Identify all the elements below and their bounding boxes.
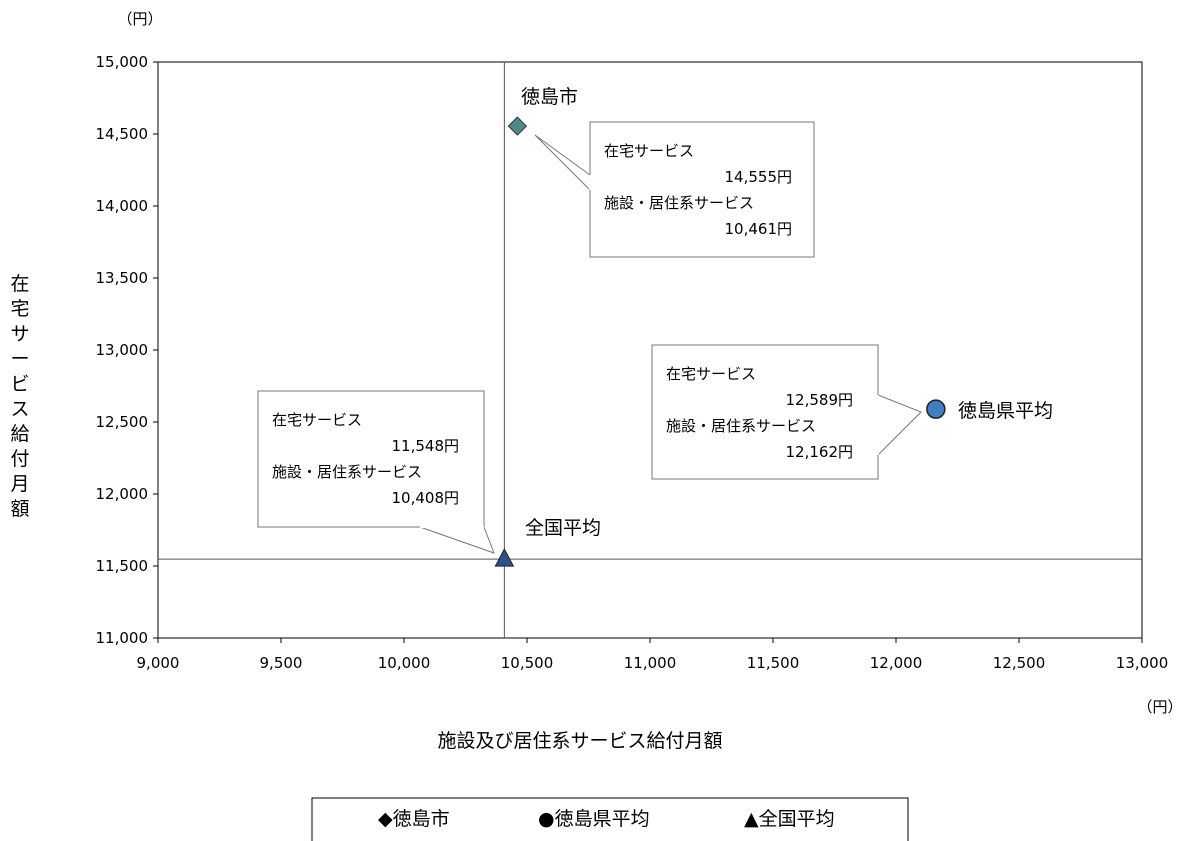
- callout-text: 12,162円: [786, 443, 854, 461]
- callout-box: [257, 390, 485, 528]
- y-tick-label: 13,000: [96, 341, 149, 359]
- data-point-national-average: [494, 548, 515, 567]
- callout-box: [651, 344, 879, 480]
- callout-text: 在宅サービス: [272, 411, 362, 429]
- x-tick-label: 10,500: [501, 654, 554, 672]
- callout-text: 在宅サービス: [666, 365, 756, 383]
- callout-text: 施設・居住系サービス: [272, 463, 422, 481]
- x-tick-label: 9,500: [260, 654, 303, 672]
- callout-pointer: [534, 134, 591, 192]
- y-tick-label: 11,500: [96, 557, 149, 575]
- x-tick-label: 12,000: [870, 654, 923, 672]
- callout-text: 施設・居住系サービス: [604, 194, 754, 212]
- x-axis-title: 施設及び居住系サービス給付月額: [437, 730, 722, 752]
- data-point-tokushima-city: [507, 116, 528, 136]
- callout-text: 10,461円: [725, 220, 793, 238]
- y-tick-label: 15,000: [96, 53, 149, 71]
- point-label: 徳島市: [521, 86, 578, 108]
- y-tick-label: 13,500: [96, 269, 149, 287]
- legend-box: [311, 797, 909, 841]
- callout-pointer: [877, 394, 922, 457]
- callout-pointer: [419, 526, 495, 554]
- point-label: 全国平均: [525, 517, 601, 539]
- x-tick-label: 9,000: [137, 654, 180, 672]
- y-tick-label: 14,500: [96, 125, 149, 143]
- y-tick-label: 12,500: [96, 413, 149, 431]
- legend-item: ●徳島県平均: [538, 808, 650, 830]
- x-tick-label: 11,000: [624, 654, 677, 672]
- y-unit-label: （円）: [117, 10, 162, 28]
- x-tick-label: 12,500: [993, 654, 1046, 672]
- x-unit-label: （円）: [1137, 698, 1182, 716]
- callout-text: 在宅サービス: [604, 142, 694, 160]
- y-axis-title: 在宅サービス給付月額: [10, 273, 29, 520]
- legend-item: ▲全国平均: [744, 808, 835, 830]
- legend-item: ◆徳島市: [378, 808, 450, 830]
- y-tick-label: 11,000: [96, 629, 149, 647]
- data-point-prefecture-average: [926, 399, 946, 419]
- callout-text: 10,408円: [392, 489, 460, 507]
- x-tick-label: 11,500: [747, 654, 800, 672]
- callout-text: 14,555円: [725, 168, 793, 186]
- x-tick-label: 10,000: [378, 654, 431, 672]
- callout-text: 11,548円: [392, 437, 460, 455]
- y-tick-label: 14,000: [96, 197, 149, 215]
- callout-text: 12,589円: [786, 391, 854, 409]
- callout-text: 施設・居住系サービス: [666, 417, 816, 435]
- x-tick-label: 13,000: [1116, 654, 1169, 672]
- y-tick-label: 12,000: [96, 485, 149, 503]
- point-label: 徳島県平均: [958, 400, 1053, 422]
